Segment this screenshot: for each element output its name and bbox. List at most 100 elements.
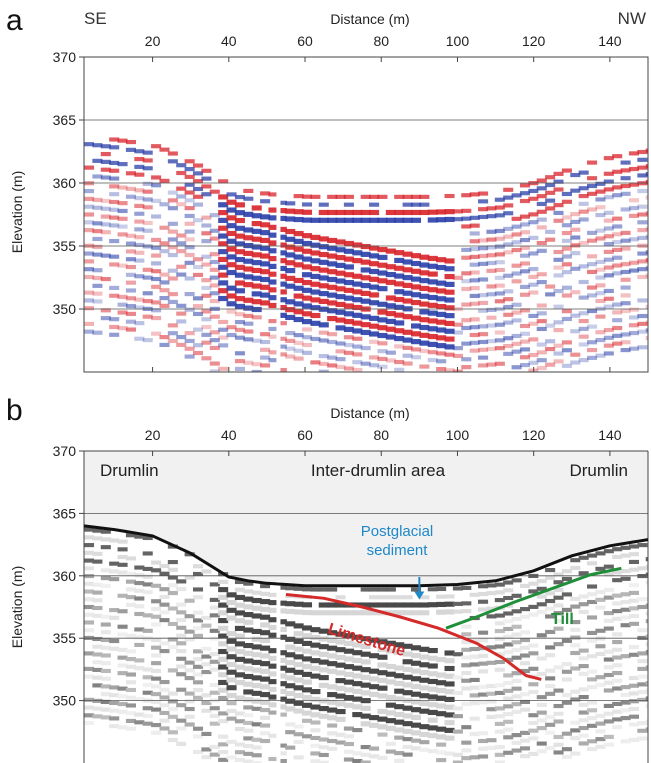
radar-reflector <box>301 679 313 685</box>
x-tick-label: 60 <box>297 33 313 49</box>
radar-reflector <box>335 294 346 300</box>
radar-reflector <box>519 222 531 227</box>
radar-reflector <box>293 609 304 615</box>
radar-reflector <box>285 722 296 727</box>
radar-reflector <box>234 327 245 332</box>
radar-reflector <box>285 683 296 689</box>
radar-reflector <box>301 350 313 355</box>
radar-reflector <box>84 543 95 548</box>
radar-reflector <box>192 194 204 199</box>
radar-reflector <box>117 702 128 707</box>
radar-reflector <box>427 341 438 347</box>
radar-reflector <box>536 656 547 661</box>
radar-reflector <box>419 309 430 315</box>
radar-reflector <box>645 250 648 255</box>
radar-reflector <box>620 277 631 282</box>
radar-reflector <box>285 690 296 697</box>
radar-reflector <box>545 676 556 681</box>
radar-reflector <box>570 352 581 357</box>
radar-reflector <box>410 260 422 267</box>
radar-reflector <box>226 254 237 260</box>
radar-reflector <box>84 204 95 209</box>
radar-reflector <box>167 276 178 281</box>
radar-reflector <box>234 256 245 263</box>
radar-reflector <box>503 195 514 200</box>
radar-reflector <box>260 363 271 368</box>
radar-reflector <box>486 292 497 297</box>
radar-reflector <box>218 264 229 270</box>
radar-reflector <box>184 237 195 242</box>
radar-reflector <box>503 704 514 709</box>
radar-reflector <box>478 214 489 220</box>
y-tick-label: 370 <box>53 443 77 459</box>
radar-reflector <box>293 356 304 361</box>
radar-reflector <box>234 680 245 686</box>
radar-reflector <box>402 290 413 296</box>
radar-reflector <box>461 357 472 362</box>
radar-reflector <box>620 332 631 337</box>
radar-reflector <box>419 332 430 338</box>
radar-reflector <box>343 695 354 701</box>
radar-reflector <box>494 213 505 218</box>
radar-reflector <box>327 746 338 751</box>
panel-a-direction-right: NW <box>618 9 646 28</box>
radar-reflector <box>595 551 606 556</box>
radar-reflector <box>511 702 522 707</box>
radar-reflector <box>234 296 245 302</box>
radar-reflector <box>285 275 296 281</box>
radar-reflector <box>243 689 254 695</box>
radar-reflector <box>628 606 640 611</box>
radar-reflector <box>385 587 396 592</box>
radar-reflector <box>226 739 237 744</box>
radar-reflector <box>184 198 195 203</box>
radar-reflector <box>301 311 313 317</box>
radar-reflector <box>595 267 606 272</box>
radar-reflector <box>234 312 245 317</box>
radar-reflector <box>578 170 589 175</box>
radar-reflector <box>167 714 178 719</box>
radar-reflector <box>402 713 413 719</box>
radar-reflector <box>234 241 245 247</box>
radar-reflector <box>184 668 195 673</box>
radar-reflector <box>486 714 497 720</box>
radar-reflector <box>167 699 178 704</box>
radar-reflector <box>159 710 170 716</box>
radar-reflector <box>394 602 405 608</box>
radar-reflector <box>285 621 296 627</box>
radar-reflector <box>620 340 631 345</box>
radar-reflector <box>519 347 531 352</box>
radar-reflector <box>402 682 413 688</box>
radar-reflector <box>553 257 564 262</box>
radar-reflector <box>100 661 111 666</box>
radar-reflector <box>637 251 648 256</box>
radar-reflector <box>603 296 614 301</box>
radar-reflector <box>352 250 363 256</box>
radar-reflector <box>511 624 522 629</box>
radar-reflector <box>84 589 95 594</box>
radar-reflector <box>109 724 120 729</box>
radar-reflector <box>352 209 363 216</box>
radar-reflector <box>536 671 547 677</box>
radar-reflector <box>184 676 195 681</box>
radar-reflector <box>151 645 162 650</box>
radar-reflector <box>84 651 95 656</box>
radar-reflector <box>335 255 346 261</box>
radar-reflector <box>335 647 346 653</box>
radar-reflector <box>452 690 463 695</box>
radar-reflector <box>402 345 413 350</box>
radar-reflector <box>570 235 581 240</box>
radar-reflector <box>100 167 111 172</box>
radar-reflector <box>410 707 422 713</box>
radar-reflector <box>578 279 589 285</box>
radar-reflector <box>553 288 564 294</box>
panel-a-frame <box>83 56 649 373</box>
radar-reflector <box>243 642 254 649</box>
radar-reflector <box>125 602 136 607</box>
radar-reflector <box>503 595 514 601</box>
radar-reflector <box>469 246 480 252</box>
radar-reflector <box>276 215 287 222</box>
radar-reflector <box>293 238 304 244</box>
radar-reflector <box>301 264 313 270</box>
radar-reflector <box>570 736 581 741</box>
radar-reflector <box>142 298 153 304</box>
